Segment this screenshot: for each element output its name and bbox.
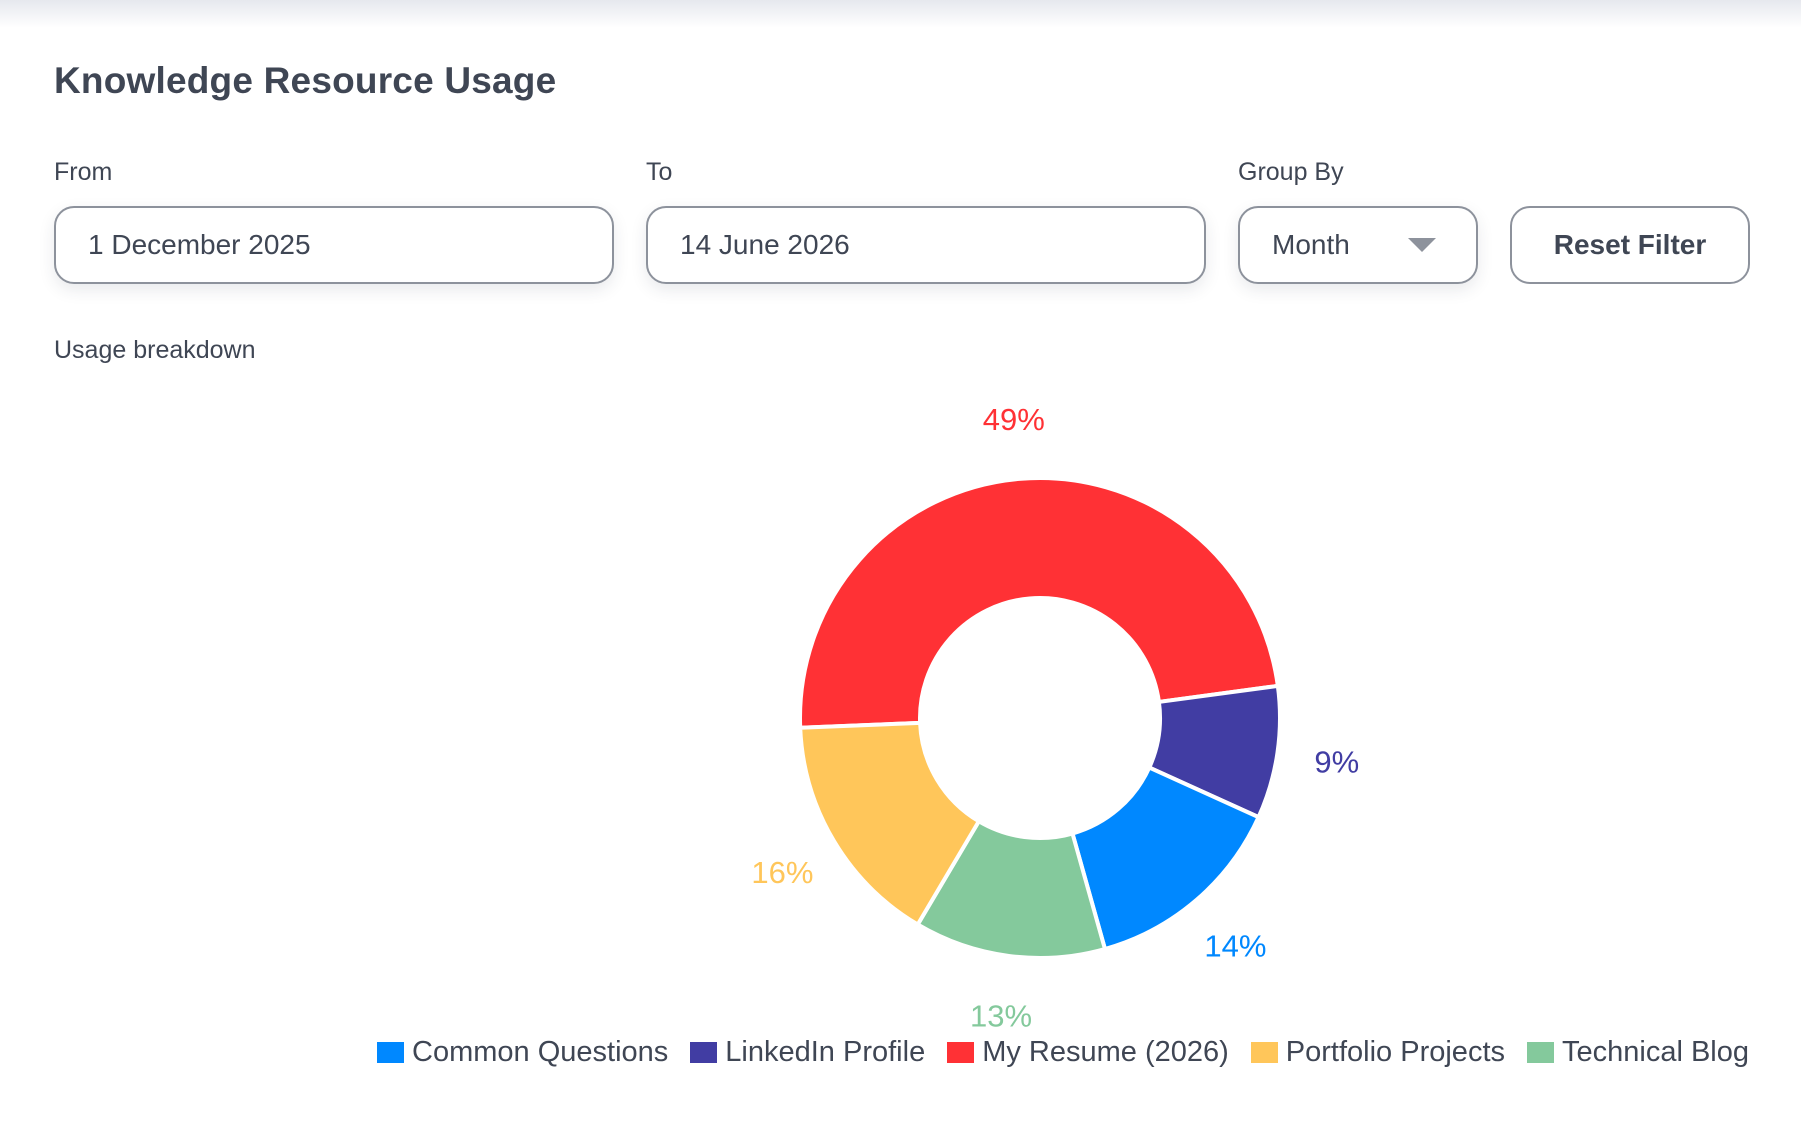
legend-label: LinkedIn Profile <box>725 1036 926 1068</box>
to-date-field[interactable]: 14 June 2026 <box>646 206 1206 284</box>
page-title: Knowledge Resource Usage <box>54 60 557 101</box>
slice-common-questions[interactable] <box>1070 764 1262 952</box>
legend-label: My Resume (2026) <box>982 1036 1229 1068</box>
legend-item[interactable]: Portfolio Projects <box>1250 1036 1505 1069</box>
chart-legend: Common Questions LinkedIn Profile My Resum… <box>377 1036 1749 1069</box>
group-by-value: Month <box>1272 229 1350 260</box>
legend-swatch <box>1250 1042 1278 1063</box>
legend-item[interactable]: My Resume (2026) <box>947 1036 1229 1069</box>
to-date-value: 14 June 2026 <box>680 229 850 260</box>
data-label-linkedin-profile: 9% <box>1314 745 1359 780</box>
slice-my-resume-2026[interactable] <box>798 476 1281 730</box>
group-by-select[interactable]: Month <box>1238 206 1478 284</box>
to-label: To <box>646 158 673 186</box>
legend-item[interactable]: Common Questions <box>377 1036 668 1069</box>
group-by-label: Group By <box>1238 158 1344 186</box>
legend-swatch <box>377 1042 405 1063</box>
legend-label: Portfolio Projects <box>1285 1036 1505 1068</box>
data-label-technical-blog: 13% <box>970 998 1032 1033</box>
from-date-field[interactable]: 1 December 2025 <box>54 206 614 284</box>
legend-label: Technical Blog <box>1562 1036 1749 1068</box>
slice-technical-blog[interactable] <box>914 818 1108 960</box>
legend-label: Common Questions <box>412 1036 669 1068</box>
from-label: From <box>54 158 113 186</box>
data-label-portfolio-projects: 16% <box>751 855 813 890</box>
top-shadow <box>0 0 1801 28</box>
legend-swatch <box>690 1042 718 1063</box>
legend-item[interactable]: Technical Blog <box>1527 1036 1749 1069</box>
chart-subtitle: Usage breakdown <box>54 336 256 364</box>
legend-swatch <box>1527 1042 1554 1063</box>
data-label-common-questions: 14% <box>1204 929 1266 964</box>
data-label-my-resume-2026: 49% <box>983 402 1045 437</box>
from-date-value: 1 December 2025 <box>88 229 311 260</box>
slice-portfolio-projects[interactable] <box>798 720 982 928</box>
chevron-down-icon[interactable] <box>1408 238 1436 252</box>
legend-item[interactable]: LinkedIn Profile <box>690 1036 925 1069</box>
reset-filter-button[interactable]: Reset Filter <box>1510 206 1750 284</box>
legend-swatch <box>947 1042 975 1063</box>
